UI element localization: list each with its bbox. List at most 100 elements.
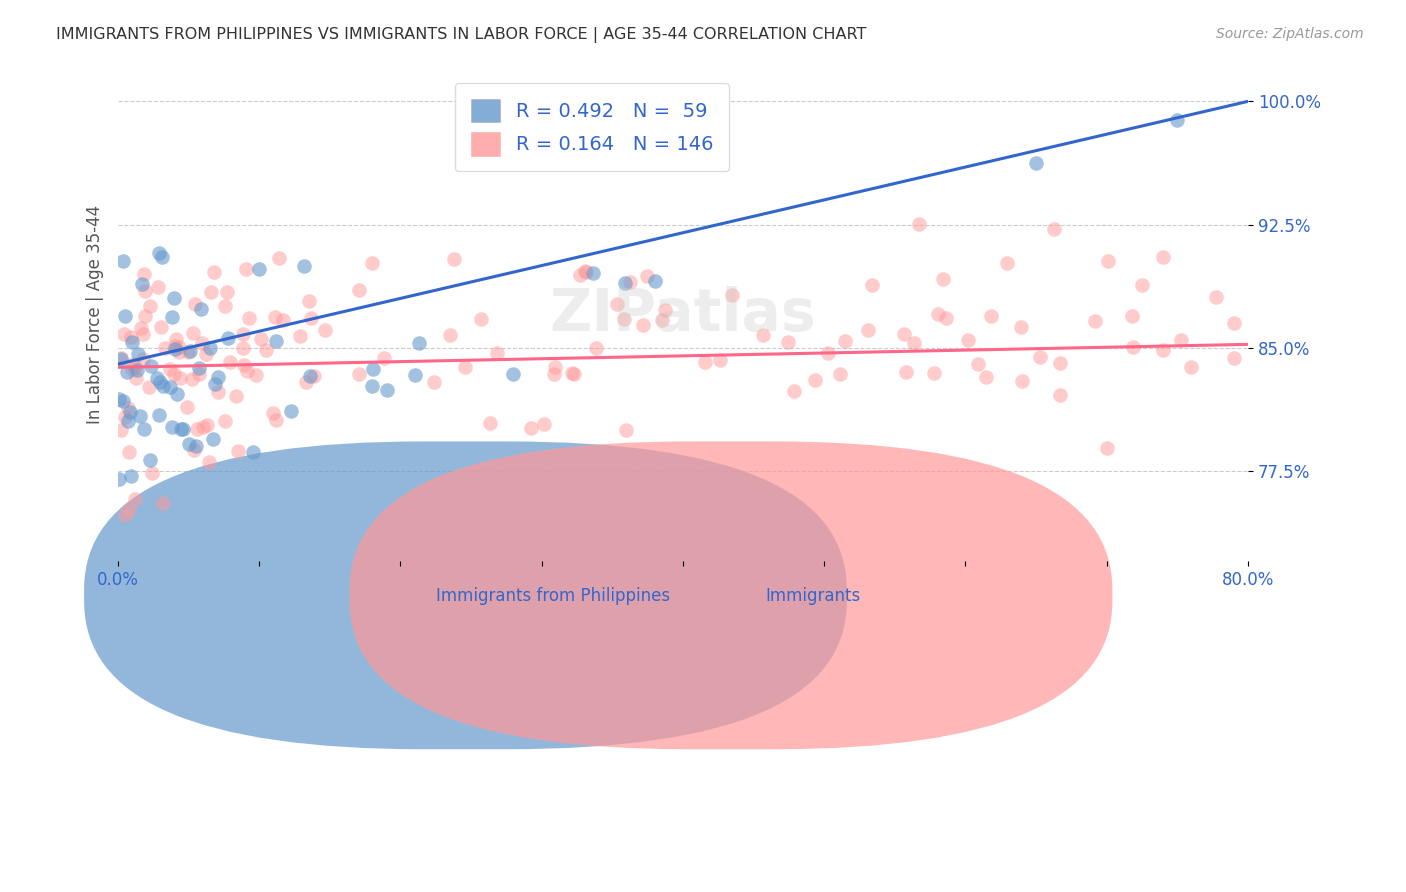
Point bbox=[361, 379, 384, 393]
Point bbox=[907, 217, 929, 231]
Point bbox=[167, 344, 190, 359]
Point bbox=[232, 341, 254, 355]
Point bbox=[1049, 356, 1071, 370]
Point bbox=[159, 380, 181, 394]
Point bbox=[204, 377, 226, 392]
Point bbox=[148, 245, 170, 260]
Point bbox=[117, 445, 139, 459]
Point bbox=[138, 380, 160, 394]
Point bbox=[134, 284, 156, 298]
Point bbox=[543, 359, 565, 374]
Point bbox=[575, 265, 598, 279]
Point bbox=[219, 355, 242, 369]
Point bbox=[619, 275, 641, 289]
Point bbox=[139, 359, 162, 374]
Point bbox=[195, 347, 218, 361]
Point bbox=[314, 323, 336, 337]
Point bbox=[121, 361, 143, 376]
Point bbox=[804, 373, 827, 387]
Point bbox=[159, 362, 181, 376]
FancyBboxPatch shape bbox=[84, 442, 846, 749]
Point bbox=[776, 334, 799, 349]
Point bbox=[162, 367, 184, 381]
Point bbox=[172, 421, 194, 435]
Point bbox=[267, 252, 290, 266]
Point bbox=[201, 432, 224, 446]
Point bbox=[264, 413, 287, 427]
Point bbox=[614, 277, 637, 291]
Point bbox=[651, 313, 673, 327]
Point bbox=[935, 310, 957, 325]
Point bbox=[165, 339, 187, 353]
Point bbox=[183, 443, 205, 458]
Point bbox=[115, 365, 138, 379]
Point bbox=[153, 341, 176, 355]
Point bbox=[995, 256, 1018, 270]
Point bbox=[186, 422, 208, 436]
Point bbox=[1049, 388, 1071, 402]
Point bbox=[132, 267, 155, 281]
Point bbox=[152, 496, 174, 510]
Point bbox=[132, 326, 155, 341]
Point bbox=[1083, 314, 1105, 328]
Point bbox=[1097, 253, 1119, 268]
Point bbox=[1223, 316, 1246, 330]
Point bbox=[903, 336, 925, 351]
Point bbox=[139, 300, 162, 314]
Point bbox=[117, 414, 139, 428]
Point bbox=[187, 367, 209, 381]
Point bbox=[1130, 278, 1153, 293]
Point bbox=[404, 368, 426, 382]
Point bbox=[1152, 250, 1174, 264]
Point bbox=[114, 508, 136, 523]
Text: Immigrants from Philippines: Immigrants from Philippines bbox=[436, 587, 671, 605]
Point bbox=[502, 367, 524, 381]
Point bbox=[931, 271, 953, 285]
Point bbox=[1010, 320, 1032, 334]
Point bbox=[127, 347, 149, 361]
Point bbox=[922, 366, 945, 380]
Point bbox=[232, 326, 254, 341]
Point bbox=[569, 268, 592, 282]
Point bbox=[120, 330, 142, 344]
Point bbox=[1180, 360, 1202, 375]
Point bbox=[242, 444, 264, 458]
Point bbox=[295, 375, 318, 389]
Point bbox=[110, 424, 132, 438]
Text: Source: ZipAtlas.com: Source: ZipAtlas.com bbox=[1216, 27, 1364, 41]
Point bbox=[520, 421, 543, 435]
Point bbox=[149, 375, 172, 389]
Point bbox=[177, 437, 200, 451]
Point bbox=[288, 329, 311, 343]
Point bbox=[176, 400, 198, 414]
Point bbox=[226, 444, 249, 458]
Point bbox=[1170, 333, 1192, 347]
Point bbox=[360, 256, 382, 270]
Point bbox=[202, 265, 225, 279]
Point bbox=[783, 384, 806, 398]
Point bbox=[254, 343, 277, 358]
Point bbox=[149, 319, 172, 334]
Point bbox=[533, 417, 555, 432]
Point bbox=[633, 318, 655, 332]
Point bbox=[1121, 309, 1143, 323]
Point bbox=[894, 365, 917, 379]
Point bbox=[108, 472, 131, 486]
Point bbox=[114, 409, 136, 424]
Point bbox=[166, 387, 188, 401]
Point bbox=[190, 301, 212, 316]
Point bbox=[124, 491, 146, 506]
Point bbox=[134, 309, 156, 323]
Point bbox=[165, 332, 187, 346]
Point bbox=[181, 371, 204, 385]
Point bbox=[134, 422, 156, 436]
Point bbox=[478, 417, 501, 431]
Point bbox=[422, 375, 444, 389]
Point bbox=[162, 292, 184, 306]
Point bbox=[187, 360, 209, 375]
Point bbox=[162, 420, 184, 434]
Point bbox=[486, 346, 509, 360]
Point bbox=[141, 467, 163, 481]
Point bbox=[170, 421, 193, 435]
Point bbox=[190, 336, 212, 351]
